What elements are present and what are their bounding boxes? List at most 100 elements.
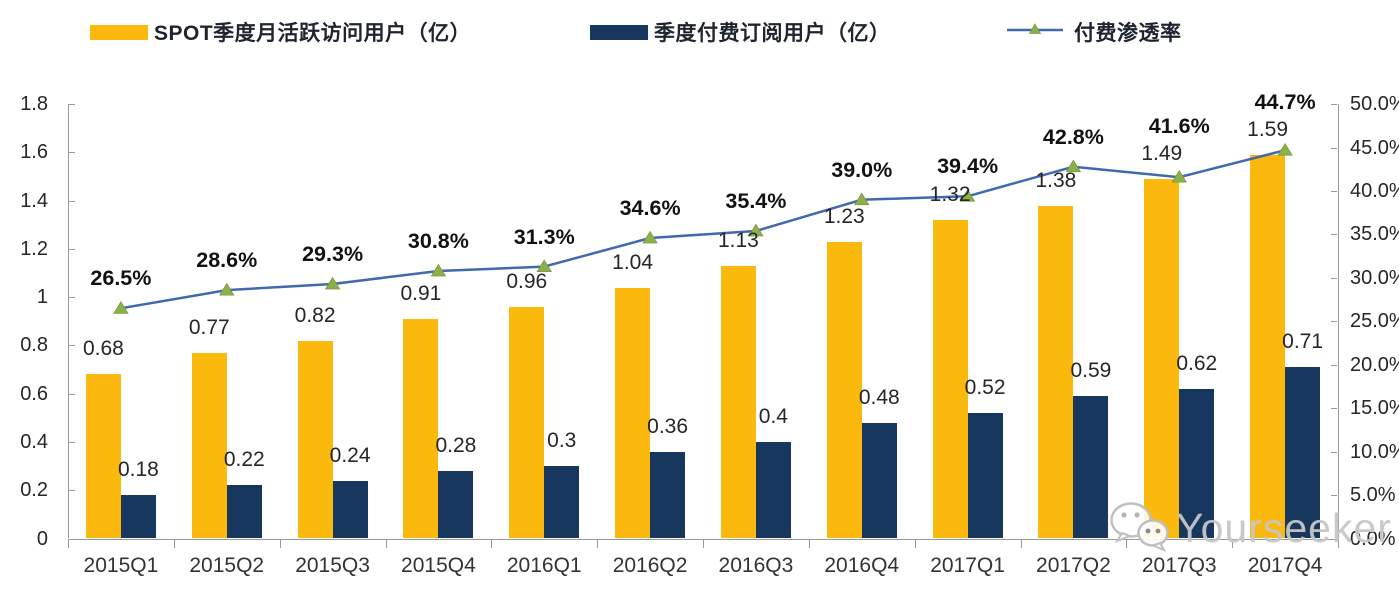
x-axis-tick [1232, 539, 1234, 548]
x-axis-tick [914, 539, 916, 548]
legend-label-penetration: 付费渗透率 [1074, 22, 1182, 45]
penetration-value-label: 29.3% [302, 242, 364, 266]
paid-bar [650, 451, 686, 539]
penetration-value-label: 28.6% [196, 248, 258, 273]
penetration-value-label: 26.5% [90, 266, 152, 291]
paid-bar [120, 495, 156, 539]
mau-bar [403, 318, 439, 539]
penetration-value-label: 35.4% [725, 189, 787, 213]
right-axis-tick [1331, 538, 1337, 540]
right-axis-line [1338, 104, 1339, 539]
paid-bar [755, 441, 791, 539]
left-axis-tick-label: 1.2 [20, 237, 48, 260]
right-axis-tick-label: 10.0% [1350, 440, 1399, 463]
left-axis-tick [69, 152, 75, 154]
paid-bar [861, 422, 897, 539]
left-axis-tick-label: 1.6 [20, 141, 48, 164]
x-category-label: 2017Q1 [930, 554, 1005, 577]
right-axis-tick [1331, 191, 1337, 193]
x-category-label: 2016Q1 [506, 554, 582, 577]
legend-item-penetration: 付费渗透率 [1006, 18, 1182, 46]
paid-bar [1285, 367, 1321, 539]
legend-item-paid: 季度付费订阅用户（亿） [590, 18, 891, 46]
right-axis-tick [1331, 234, 1337, 236]
penetration-value-label: 44.7% [1254, 89, 1316, 114]
right-axis-tick-label: 0.0% [1350, 527, 1396, 550]
legend-item-mau: SPOT季度月活跃访问用户（亿） [90, 18, 471, 46]
mau-bar [615, 287, 651, 539]
penetration-marker [324, 276, 341, 290]
right-axis-tick-label: 35.0% [1350, 223, 1399, 246]
left-axis-tick [69, 441, 75, 443]
x-axis-tick [1020, 539, 1022, 548]
mau-bar [720, 265, 756, 539]
paid-value-label: 0.62 [1176, 351, 1218, 375]
watermark-text: Yourseeker [1176, 505, 1392, 551]
right-axis-tick [1331, 408, 1337, 410]
mau-bar [85, 374, 121, 539]
left-axis-tick [69, 248, 75, 250]
left-axis-line [68, 104, 69, 539]
right-axis-tick [1331, 364, 1337, 366]
x-axis-tick [1126, 539, 1128, 548]
mau-bar-swatch [90, 24, 148, 40]
wechat-icon [1108, 500, 1170, 557]
mau-bar [297, 340, 333, 539]
x-category-label: 2015Q1 [83, 554, 159, 577]
penetration-marker [642, 230, 658, 244]
paid-bar [1179, 388, 1215, 539]
penetration-value-label: 42.8% [1042, 124, 1104, 149]
x-category-label: 2016Q4 [824, 554, 900, 577]
penetration-value-label: 41.6% [1148, 113, 1210, 138]
mau-value-label: 1.59 [1247, 117, 1289, 141]
x-category-label: 2016Q2 [612, 554, 688, 577]
left-axis-tick [69, 297, 75, 299]
mau-value-label: 1.04 [612, 250, 654, 274]
left-axis-tick [69, 345, 75, 347]
paid-bar [226, 485, 262, 539]
paid-bar-swatch [590, 24, 648, 40]
mau-value-label: 1.32 [929, 183, 971, 206]
left-axis-tick-label: 0.6 [20, 382, 48, 405]
mau-bar [509, 306, 545, 539]
watermark: Yourseeker [1108, 500, 1392, 557]
x-category-label: 2017Q4 [1247, 554, 1323, 577]
x-category-label: 2015Q4 [401, 554, 476, 577]
x-axis-tick [68, 539, 69, 548]
right-axis-tick-label: 40.0% [1350, 180, 1399, 203]
mau-value-label: 0.77 [188, 315, 230, 339]
paid-bar [1073, 396, 1109, 539]
paid-value-label: 0.3 [547, 429, 577, 453]
penetration-value-label: 30.8% [407, 228, 469, 253]
mau-value-label: 1.13 [717, 228, 759, 252]
x-category-label: 2017Q2 [1036, 554, 1111, 577]
left-axis-tick-label: 0.8 [20, 334, 48, 357]
right-axis-tick-label: 30.0% [1350, 266, 1399, 289]
right-axis-tick-label: 20.0% [1350, 353, 1399, 376]
paid-bar [544, 466, 580, 539]
right-axis-tick [1331, 451, 1337, 453]
right-axis-tick [1331, 495, 1337, 497]
paid-value-label: 0.59 [1070, 359, 1112, 383]
paid-value-label: 0.18 [117, 458, 159, 482]
right-axis-tick-label: 15.0% [1350, 397, 1399, 420]
x-axis-tick [491, 539, 493, 548]
penetration-value-label: 34.6% [619, 195, 681, 220]
left-axis-tick [69, 393, 75, 395]
left-axis-tick-label: 0.4 [20, 430, 48, 453]
mau-value-label: 0.82 [294, 303, 336, 327]
x-axis-tick [279, 539, 281, 548]
penetration-line-swatch [1006, 21, 1066, 44]
paid-bar [332, 480, 368, 539]
penetration-marker [113, 301, 129, 314]
paid-value-label: 0.36 [647, 414, 689, 438]
right-axis-tick-label: 5.0% [1350, 484, 1396, 507]
penetration-value-label: 39.4% [937, 154, 999, 179]
penetration-marker [1277, 142, 1293, 156]
x-category-label: 2016Q3 [718, 554, 794, 577]
paid-value-label: 0.52 [964, 376, 1006, 400]
x-category-label: 2015Q3 [295, 554, 370, 577]
left-axis-tick [69, 104, 75, 106]
left-axis-tick [69, 490, 75, 492]
left-axis-tick-label: 1 [36, 286, 48, 309]
